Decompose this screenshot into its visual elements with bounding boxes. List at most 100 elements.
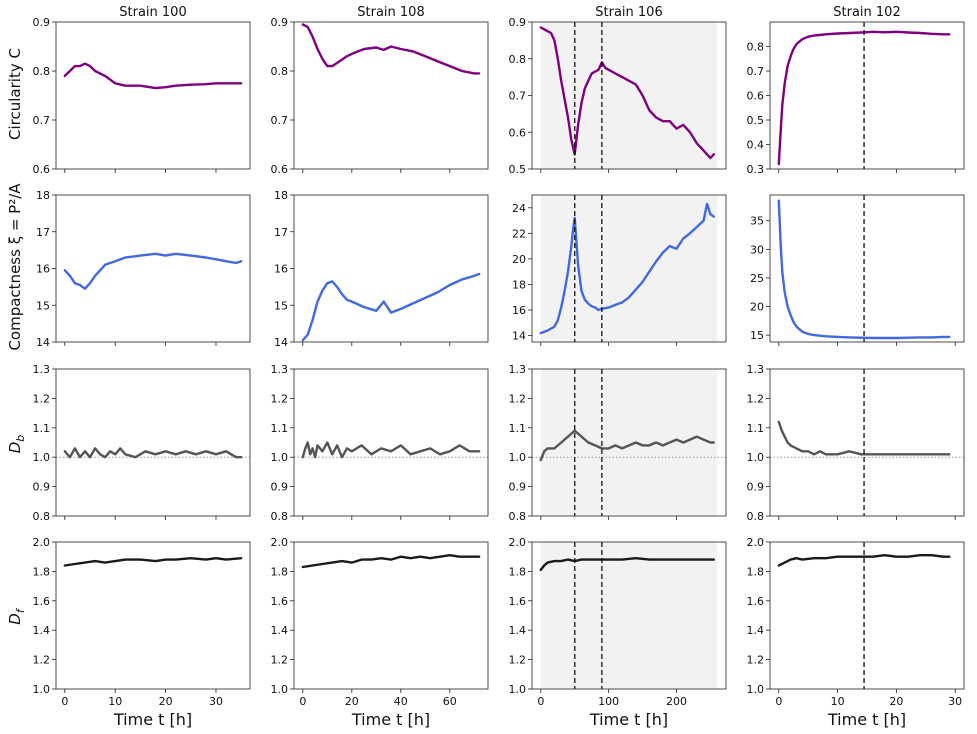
y-tick-label: 1.6	[747, 595, 765, 608]
y-tick-label: 1.2	[509, 654, 527, 667]
series-line-compactness	[63, 252, 243, 290]
series-line-compactness	[539, 202, 715, 335]
series-line-compactness	[777, 199, 951, 340]
y-tick-label: 1.2	[509, 392, 527, 405]
y-tick-label: 0.9	[33, 481, 51, 494]
x-axis-labels: Time t [h] Time t [h] Time t [h] Time t …	[113, 710, 906, 729]
y-tick-label: 20	[750, 301, 764, 314]
axes-frame	[531, 194, 727, 343]
y-tick-label: 1.1	[747, 422, 765, 435]
axes-frame	[55, 541, 251, 690]
panel-r4-c4: 1.0 1.2 1.4 1.6 1.8 2.0 0 10 20 30	[747, 536, 965, 708]
y-tick-label: 0.8	[33, 510, 51, 523]
axes-frame	[55, 194, 251, 343]
axes-frame	[531, 541, 727, 690]
series-line-db	[301, 441, 481, 459]
y-tick-label: 0.8	[747, 41, 765, 54]
y-tick-label: 1.8	[271, 565, 289, 578]
y-tick-label: 1.0	[509, 451, 527, 464]
y-tick-label: 2.0	[271, 536, 289, 549]
y-tick-label: 2.0	[747, 536, 765, 549]
axes-frame	[531, 368, 727, 517]
shaded-region	[540, 369, 718, 516]
axes-frame	[769, 21, 965, 170]
y-tick-label: 16	[512, 304, 526, 317]
row-labels: Circularity C Compactness ξ = P²/A Db Df	[6, 48, 27, 625]
y-tick-label: 0.9	[509, 16, 527, 29]
y-tick-label: 1.6	[509, 595, 527, 608]
x-tick-label: 100	[598, 695, 619, 708]
panel-r3-c3: 0.8 0.9 1.0 1.1 1.2 1.3	[509, 363, 727, 523]
panel-r4-c2: 1.0 1.2 1.4 1.6 1.8 2.0 0 20 40 60	[271, 536, 489, 708]
panels: 0.60.70.80.90.60.70.80.90.50.60.70.80.90…	[33, 16, 965, 708]
series-line-df	[777, 554, 951, 567]
series-line-db	[777, 420, 951, 456]
y-tick-label: 17	[274, 226, 288, 239]
panel-r4-c3: 1.0 1.2 1.4 1.6 1.8 2.0 0 100 200	[509, 536, 727, 708]
y-tick-label: 1.3	[747, 363, 765, 376]
y-tick-label: 0.8	[747, 510, 765, 523]
y-tick-label: 1.2	[747, 654, 765, 667]
y-tick-label: 1.0	[33, 451, 51, 464]
x-tick-label: 0	[61, 695, 68, 708]
panel-r1-c2: 0.6 0.7 0.8 0.9	[271, 16, 489, 176]
y-tick-label: 1.0	[747, 683, 765, 696]
axes-frame	[293, 368, 489, 517]
panel-r1-c4: 0.3 0.4 0.5 0.6 0.7 0.8	[747, 21, 965, 176]
y-tick-label: 0.9	[271, 16, 289, 29]
y-tick-label: 1.8	[747, 565, 765, 578]
x-tick-label: 40	[394, 695, 408, 708]
y-tick-label: 25	[750, 272, 764, 285]
x-tick-label: 30	[209, 695, 223, 708]
y-tick-label: 1.0	[271, 451, 289, 464]
y-tick-label: 0.8	[33, 65, 51, 78]
x-axis-label-3: Time t [h]	[589, 710, 668, 729]
y-tick-label: 1.4	[509, 624, 527, 637]
x-tick-label: 10	[108, 695, 122, 708]
y-tick-label: 0.5	[747, 114, 765, 127]
y-tick-label: 1.4	[271, 624, 289, 637]
x-tick-label: 20	[345, 695, 359, 708]
series-line-circularity	[301, 23, 481, 75]
y-axis-label-compactness: Compactness ξ = P²/A	[6, 183, 24, 351]
y-tick-label: 22	[512, 227, 526, 240]
x-tick-label: 10	[831, 695, 845, 708]
x-axis-label-4: Time t [h]	[827, 710, 906, 729]
y-tick-label: 1.3	[33, 363, 51, 376]
series-line-compactness	[301, 272, 481, 342]
y-tick-label: 1.8	[509, 565, 527, 578]
axes-frame	[293, 541, 489, 690]
y-tick-label: 0.7	[747, 65, 765, 78]
panel-r1-c3: 0.5 0.6 0.7 0.8 0.9	[509, 16, 727, 176]
y-tick-label: 0.6	[271, 163, 289, 176]
y-tick-label: 1.0	[747, 451, 765, 464]
axes-frame	[55, 368, 251, 517]
y-tick-label: 24	[512, 202, 526, 215]
y-tick-label: 14	[512, 330, 526, 343]
column-title-4: Strain 102	[833, 5, 900, 20]
panel-r3-c2: 0.8 0.9 1.0 1.1 1.2 1.3	[271, 363, 489, 523]
y-tick-label: 1.1	[271, 422, 289, 435]
column-title-2: Strain 108	[357, 5, 424, 20]
axes-frame	[769, 194, 965, 343]
y-tick-label: 1.2	[33, 392, 51, 405]
axes-frame	[293, 21, 489, 170]
shaded-region	[540, 542, 718, 689]
y-tick-label: 17	[36, 226, 50, 239]
x-tick-label: 60	[443, 695, 457, 708]
y-tick-label: 0.8	[509, 53, 527, 66]
y-tick-label: 1.4	[33, 624, 51, 637]
y-tick-label: 0.9	[33, 16, 51, 29]
shaded-region	[540, 195, 718, 342]
y-tick-label: 1.0	[509, 683, 527, 696]
y-tick-label: 16	[274, 263, 288, 276]
y-tick-label: 14	[274, 336, 288, 349]
panel-r3-c1: 0.8 0.9 1.0 1.1 1.2 1.3	[33, 363, 251, 523]
axes-frame	[769, 541, 965, 690]
x-tick-label: 0	[299, 695, 306, 708]
column-title-3: Strain 106	[595, 5, 662, 20]
axes-frame	[293, 194, 489, 343]
y-tick-label: 15	[274, 299, 288, 312]
column-titles: Strain 100 Strain 108 Strain 106 Strain …	[119, 5, 900, 20]
